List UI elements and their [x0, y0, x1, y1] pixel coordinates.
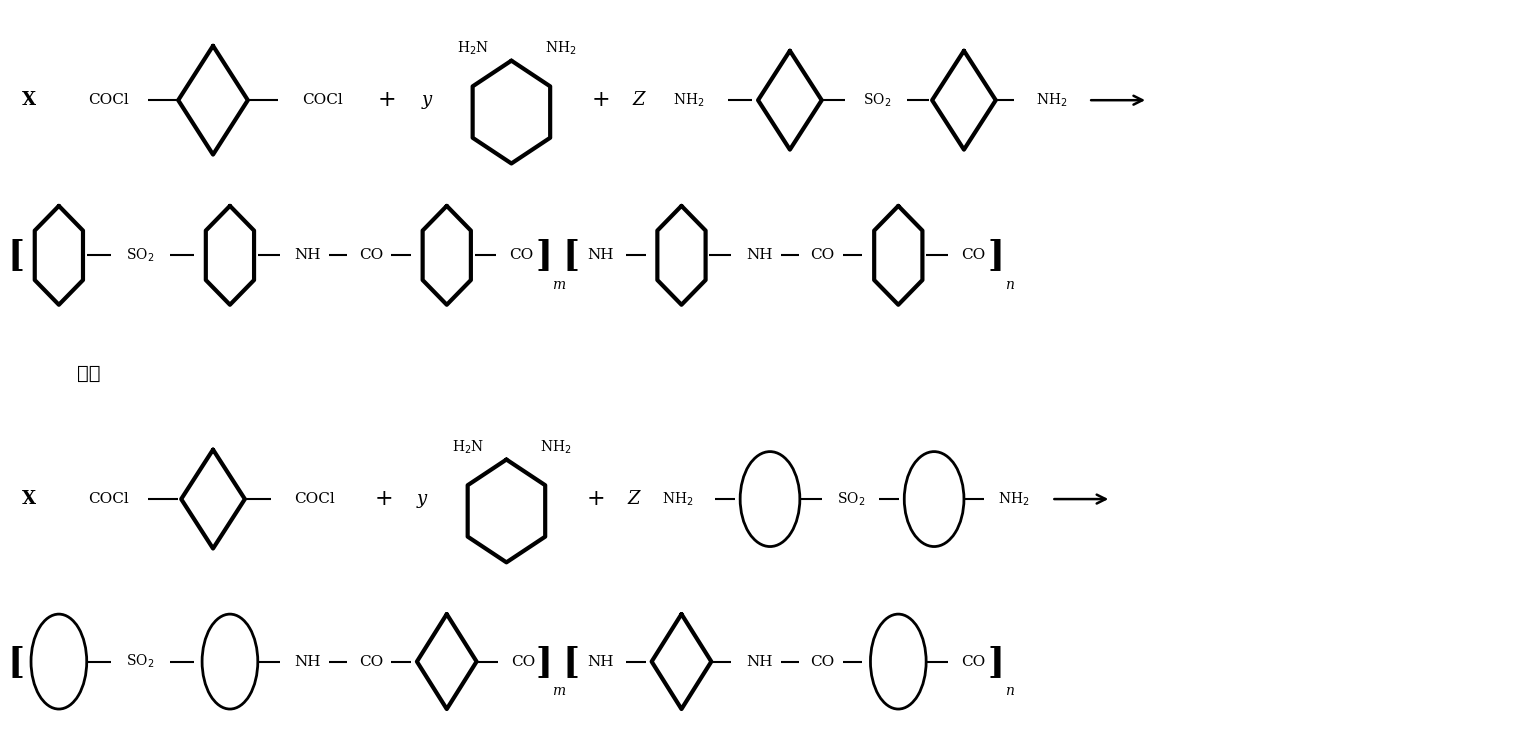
Text: CO: CO: [511, 654, 536, 669]
Text: NH: NH: [746, 248, 773, 262]
Text: ]: ]: [986, 645, 1005, 678]
Text: m: m: [551, 684, 565, 698]
Text: CO: CO: [811, 248, 834, 262]
Text: Z: Z: [633, 91, 645, 109]
Text: NH$_2$: NH$_2$: [997, 490, 1030, 508]
Text: CO: CO: [811, 654, 834, 669]
Text: H$_2$N: H$_2$N: [452, 439, 485, 456]
Text: y: y: [422, 91, 432, 109]
Text: COCl: COCl: [88, 93, 129, 107]
Text: [: [: [563, 238, 580, 273]
Text: NH: NH: [294, 248, 320, 262]
Text: H$_2$N: H$_2$N: [457, 40, 489, 58]
Text: CO: CO: [509, 248, 534, 262]
Text: ]: ]: [536, 645, 553, 678]
Text: Z: Z: [628, 490, 640, 508]
Text: NH: NH: [588, 248, 614, 262]
Text: NH: NH: [746, 654, 773, 669]
Text: NH$_2$: NH$_2$: [540, 439, 573, 456]
Text: X: X: [22, 91, 35, 109]
Text: m: m: [551, 278, 565, 292]
Text: +: +: [591, 89, 611, 111]
Text: COCl: COCl: [294, 492, 336, 506]
Text: y: y: [417, 490, 426, 508]
Text: +: +: [377, 89, 397, 111]
Text: NH: NH: [294, 654, 320, 669]
Text: SO$_2$: SO$_2$: [863, 91, 891, 109]
Text: n: n: [1005, 684, 1014, 698]
Text: NH: NH: [588, 654, 614, 669]
Text: n: n: [1005, 278, 1014, 292]
Text: ]: ]: [536, 238, 553, 273]
Text: X: X: [22, 490, 35, 508]
Text: CO: CO: [960, 654, 985, 669]
Text: +: +: [376, 488, 394, 510]
Text: [: [: [563, 645, 580, 678]
Text: CO: CO: [359, 248, 383, 262]
Text: NH$_2$: NH$_2$: [662, 490, 693, 508]
Text: SO$_2$: SO$_2$: [126, 247, 154, 264]
Text: COCl: COCl: [88, 492, 129, 506]
Text: NH$_2$: NH$_2$: [1036, 91, 1067, 109]
Text: SO$_2$: SO$_2$: [126, 653, 154, 670]
Text: [: [: [8, 645, 25, 678]
Text: NH$_2$: NH$_2$: [673, 91, 705, 109]
Text: [: [: [8, 238, 25, 273]
Text: CO: CO: [960, 248, 985, 262]
Text: +: +: [586, 488, 605, 510]
Text: 或：: 或：: [77, 365, 100, 382]
Text: SO$_2$: SO$_2$: [837, 490, 865, 508]
Text: CO: CO: [359, 654, 383, 669]
Text: COCl: COCl: [302, 93, 343, 107]
Text: ]: ]: [986, 238, 1005, 273]
Text: NH$_2$: NH$_2$: [545, 40, 577, 58]
